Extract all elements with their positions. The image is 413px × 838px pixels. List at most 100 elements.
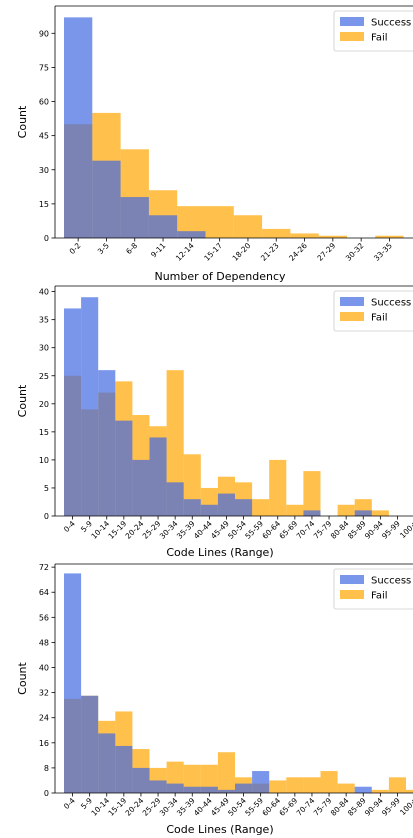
y-tick-label: 35 — [39, 316, 49, 325]
y-tick-label: 25 — [39, 372, 49, 381]
success-bar — [64, 573, 82, 793]
y-tick-label: 15 — [39, 200, 49, 209]
success-bar — [200, 786, 218, 793]
y-tick-label: 24 — [39, 714, 49, 723]
legend-label: Success — [371, 576, 411, 587]
x-tick-label: 60-64 — [260, 519, 282, 541]
y-tick-label: 45 — [39, 132, 49, 141]
x-tick-label: 85-89 — [346, 519, 368, 541]
fail-bar — [217, 752, 235, 793]
fail-bar — [252, 499, 270, 516]
y-tick-label: 90 — [39, 29, 49, 38]
y-tick-label: 8 — [44, 764, 49, 773]
x-tick-label: 27-29 — [315, 241, 337, 263]
y-tick-label: 30 — [39, 344, 49, 353]
x-tick-label: 65-69 — [277, 519, 299, 541]
fail-bar — [337, 504, 355, 516]
legend-swatch — [340, 32, 364, 41]
success-bar — [149, 780, 167, 793]
success-bar — [303, 510, 321, 516]
y-tick-label: 32 — [39, 689, 49, 698]
success-bar — [235, 783, 253, 793]
legend-swatch — [340, 590, 364, 599]
chart-panel-1: 0 15 30 45 60 75 90 0-2 3-5 6-8 9-11 12-14 15-17 18-2… — [16, 5, 413, 283]
y-tick-label: 40 — [39, 288, 49, 297]
legend: Success Fail — [333, 10, 413, 52]
fail-bar — [337, 783, 355, 793]
success-bar — [132, 459, 150, 516]
x-tick-label: 24-26 — [287, 241, 309, 263]
x-tick-label: 95-99 — [380, 519, 402, 541]
y-tick-label: 75 — [39, 63, 49, 72]
legend-label: Fail — [371, 33, 388, 44]
x-tick-label: 45-49 — [209, 519, 231, 541]
y-tick-label: 16 — [39, 739, 49, 748]
x-tick-label: 0-2 — [68, 241, 83, 256]
x-axis-label: Code Lines (Range) — [166, 546, 273, 559]
success-bar — [115, 745, 133, 793]
success-bar — [92, 160, 121, 238]
legend-label: Success — [371, 298, 411, 309]
fail-bar — [406, 789, 413, 793]
fail-bar — [200, 764, 218, 793]
legend: Success Fail — [333, 568, 413, 610]
x-tick-label: 55-59 — [243, 519, 265, 541]
x-tick-label: 65-69 — [277, 796, 299, 818]
x-tick-label: 35-39 — [175, 519, 197, 541]
x-tick-label: 45-49 — [209, 796, 231, 818]
y-axis-label: Count — [16, 661, 29, 694]
x-tick-label: 75-79 — [312, 796, 334, 818]
success-bar — [81, 297, 99, 516]
y-tick-label: 56 — [39, 613, 49, 622]
x-tick-label: 90-94 — [363, 796, 385, 818]
legend-swatch — [340, 17, 364, 26]
x-tick-label: 100+ — [398, 796, 413, 817]
x-tick-label: 0-4 — [62, 519, 77, 534]
x-tick-label: 60-64 — [260, 796, 282, 818]
success-bar — [98, 370, 116, 516]
legend: Success Fail — [333, 290, 413, 332]
x-axis-label: Code Lines (Range) — [166, 823, 273, 836]
fail-bar — [318, 235, 347, 238]
success-bar — [98, 733, 116, 793]
x-tick-label: 30-34 — [158, 519, 180, 541]
x-tick-label: 15-17 — [202, 241, 224, 263]
x-tick-label: 50-54 — [226, 796, 248, 818]
x-tick-label: 35-39 — [175, 796, 197, 818]
success-bar — [354, 510, 372, 516]
x-tick-label: 0-4 — [62, 796, 77, 811]
y-tick-label: 0 — [44, 234, 49, 243]
legend-label: Fail — [371, 591, 388, 602]
success-bar — [183, 786, 201, 793]
success-bar — [64, 17, 93, 239]
legend-swatch — [340, 312, 364, 321]
x-tick-label: 30-34 — [158, 796, 180, 818]
y-tick-label: 48 — [39, 638, 49, 647]
fail-bar — [286, 504, 304, 516]
y-tick-label: 0 — [44, 512, 49, 521]
y-tick-label: 40 — [39, 664, 49, 673]
fail-bar — [166, 370, 184, 516]
fail-bar — [303, 777, 321, 793]
x-tick-label: 80-84 — [329, 519, 351, 541]
x-tick-label: 50-54 — [226, 519, 248, 541]
fail-bar — [375, 235, 404, 238]
fail-bar — [269, 459, 287, 516]
success-bar — [166, 783, 184, 793]
fail-bar — [303, 471, 321, 516]
y-tick-label: 5 — [44, 484, 49, 493]
fail-bar — [269, 780, 287, 793]
success-bar — [252, 771, 270, 793]
x-tick-label: 25-29 — [141, 519, 163, 541]
success-bar — [149, 437, 167, 516]
success-bar — [166, 482, 184, 516]
x-tick-label: 40-44 — [192, 519, 214, 541]
x-tick-label: 12-14 — [174, 241, 196, 263]
success-bar — [177, 231, 206, 238]
x-axis-label: Number of Dependency — [154, 270, 286, 283]
x-tick-label: 40-44 — [192, 796, 214, 818]
x-tick-label: 15-19 — [106, 519, 128, 541]
